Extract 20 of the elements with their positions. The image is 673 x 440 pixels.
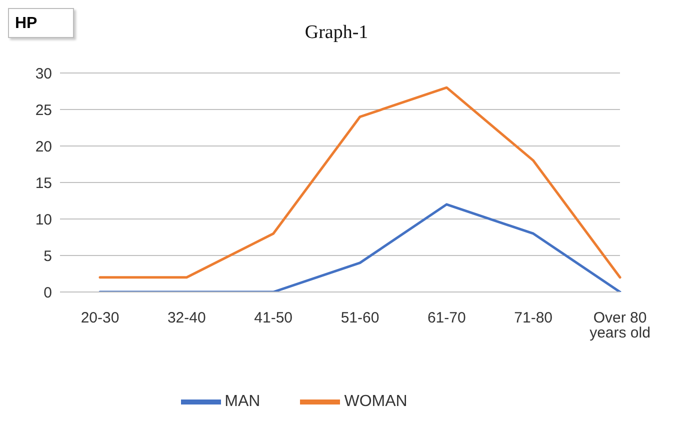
line-series: [98, 86, 622, 279]
y-axis-title: HP: [8, 8, 74, 38]
y-tick-label: 5: [44, 248, 52, 265]
x-tick-label: 32-40: [167, 310, 206, 327]
y-tick-label: 25: [35, 102, 52, 119]
x-tick-label: 61-70: [427, 310, 466, 327]
x-tick-label: Over 80 years old: [590, 310, 650, 342]
y-tick-label: 20: [35, 138, 52, 156]
legend-label: MAN: [224, 393, 260, 410]
y-tick-label: 10: [35, 211, 52, 228]
y-tick-label: 15: [35, 174, 52, 192]
line-series: [98, 203, 622, 292]
x-tick-label: 51-60: [340, 310, 380, 327]
chart-title: Graph-1: [304, 22, 368, 43]
x-tick-label: 20-30: [80, 310, 120, 327]
y-tick-label: 30: [35, 65, 52, 82]
legend-label: WOMAN: [344, 393, 408, 410]
x-tick-label: 71-80: [514, 310, 553, 327]
x-tick-label: 41-50: [254, 310, 293, 327]
y-tick-label: 0: [44, 284, 52, 302]
